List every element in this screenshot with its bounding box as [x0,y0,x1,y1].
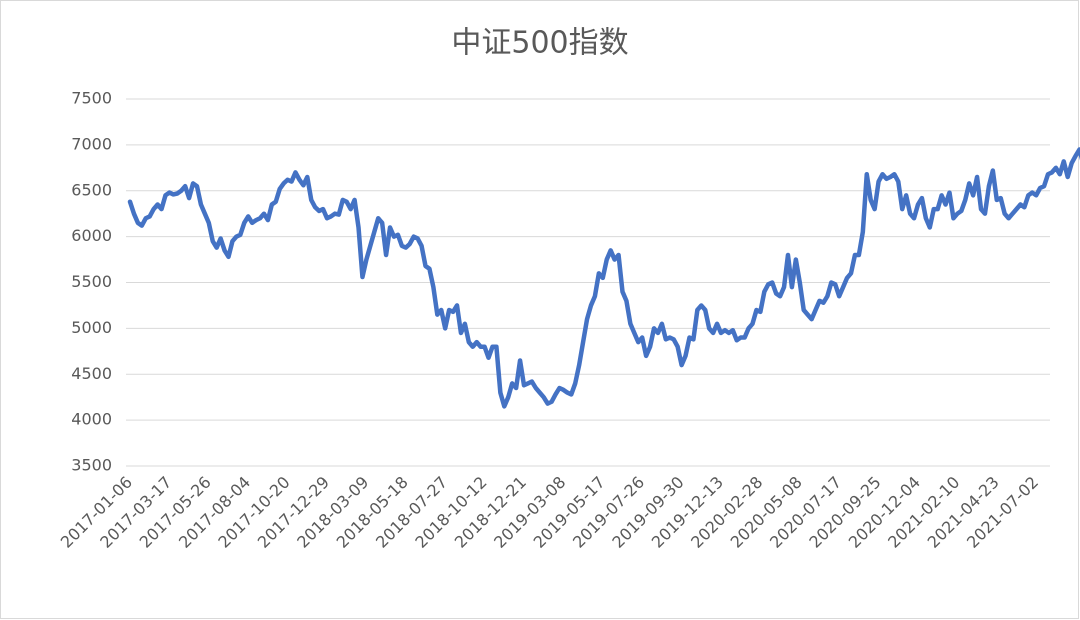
y-tick-label: 3500 [71,456,112,475]
data-line [127,147,1080,409]
y-tick-label: 4500 [71,364,112,383]
y-tick-label: 5000 [71,318,112,337]
y-tick-label: 4000 [71,410,112,429]
y-tick-label: 5500 [71,272,112,291]
y-tick-label: 7000 [71,134,112,153]
y-tick-label: 6500 [71,180,112,199]
y-tick-label: 6000 [71,226,112,245]
chart-title: 中证500指数 [451,26,628,61]
y-tick-label: 7500 [71,89,112,108]
